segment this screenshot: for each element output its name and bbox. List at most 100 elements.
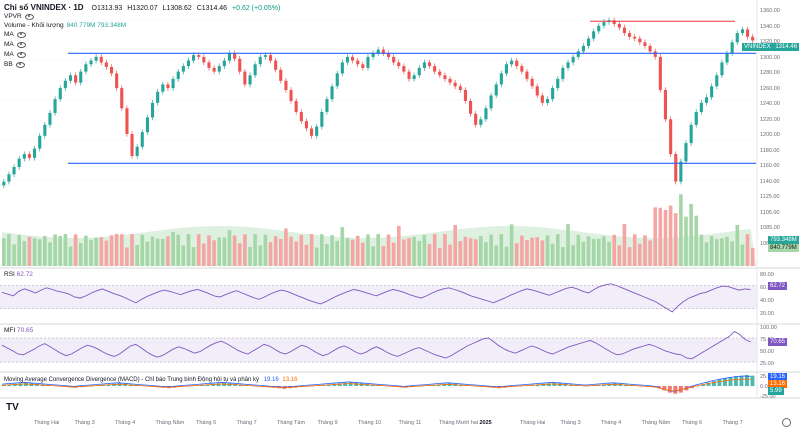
volume-bar — [571, 245, 575, 266]
price-tick-label: 1280.00 — [760, 70, 780, 76]
time-tick-label: Tháng Hai — [34, 420, 60, 426]
volume-bar — [32, 238, 37, 266]
candle-body — [443, 75, 447, 79]
volume-bar — [181, 245, 186, 266]
candle-body — [725, 53, 729, 63]
volume-bar — [22, 241, 27, 266]
tradingview-logo[interactable]: TV — [6, 402, 19, 413]
candle-body — [746, 29, 750, 37]
mfi-line — [1, 331, 751, 360]
symbol-header: Chỉ số VNINDEX · 1D O1313.93 H1320.07 L1… — [4, 3, 283, 13]
volume-bar — [335, 240, 339, 266]
macd-histogram-bar — [18, 383, 23, 387]
macd-histogram-bar — [678, 386, 683, 393]
candle-body — [89, 60, 93, 65]
volume-bar — [17, 235, 21, 266]
price-tick-label: 1320.00 — [760, 39, 780, 45]
candle-body — [417, 67, 421, 76]
vpvr-label: VPVR — [4, 13, 22, 20]
macd-histogram-bar — [337, 383, 342, 387]
volume-bar — [612, 234, 616, 266]
volume-bar — [350, 239, 355, 266]
eye-icon[interactable] — [16, 41, 26, 48]
macd-histogram-bar — [546, 383, 551, 387]
gear-icon[interactable] — [782, 418, 791, 427]
candle-body — [181, 66, 185, 72]
volume-bar — [632, 234, 637, 266]
volume-bar — [320, 234, 324, 266]
candle-body — [22, 154, 26, 159]
candle-body — [515, 60, 519, 67]
indicator-row-bb[interactable]: BB — [4, 61, 25, 68]
volume-bar — [355, 235, 360, 266]
candle-body — [366, 56, 370, 68]
volume-bar — [617, 245, 622, 266]
volume-bar — [345, 237, 350, 266]
candle-body — [740, 29, 744, 34]
candle-body — [679, 161, 683, 182]
volume-bar — [99, 237, 104, 266]
candle-body — [520, 66, 524, 72]
volume-bar — [120, 234, 124, 266]
candle-body — [658, 56, 662, 90]
rsi-line — [1, 283, 751, 313]
price-tick-label: 1125.00 — [760, 194, 780, 200]
candle-body — [176, 71, 180, 79]
volume-bar — [227, 230, 232, 266]
macd-histogram-bar — [717, 379, 722, 386]
volume-bar — [622, 224, 627, 266]
macd-histogram-bar — [712, 381, 716, 387]
candle-body — [458, 86, 462, 90]
mfi-title[interactable]: MFI 70.65 — [4, 327, 33, 334]
candle-body — [730, 42, 734, 54]
macd-tag: 13.16 — [768, 380, 788, 388]
candle-body — [58, 88, 62, 100]
volume-bar — [704, 242, 709, 266]
candle-body — [38, 135, 42, 149]
candle-body — [463, 90, 467, 101]
candle-body — [407, 71, 411, 79]
candle-body — [166, 84, 170, 89]
candle-body — [253, 64, 257, 76]
macd-title[interactable]: Moving Average Convergence Divergence (M… — [4, 377, 297, 383]
volume-bar — [284, 228, 288, 266]
chart-title[interactable]: Chỉ số VNINDEX · 1D — [4, 3, 84, 12]
eye-icon[interactable] — [24, 13, 34, 20]
candle-body — [125, 108, 129, 134]
eye-icon[interactable] — [15, 61, 25, 68]
candle-body — [258, 56, 262, 65]
vpvr-row[interactable]: VPVR — [4, 13, 34, 20]
candle-body — [140, 132, 144, 147]
volume-bar — [397, 225, 401, 266]
candle-body — [371, 53, 375, 57]
time-tick-label: Tháng 6 — [682, 420, 703, 426]
volume-row[interactable]: Volume - Khối lượng 840.779M 793.348M — [4, 22, 126, 29]
candle-body — [104, 62, 108, 67]
rsi-tag: 62.72 — [768, 282, 788, 290]
price-tick-label: 1360.00 — [760, 8, 780, 14]
macd-label: Moving Average Convergence Divergence (M… — [4, 377, 260, 383]
indicator-row-ma2[interactable]: MA — [4, 41, 26, 48]
rsi-title[interactable]: RSI 62.72 — [4, 271, 33, 278]
indicator-row-ma3[interactable]: MA — [4, 51, 26, 58]
eye-icon[interactable] — [16, 51, 26, 58]
volume-bar — [730, 241, 734, 266]
volume-bar — [114, 233, 119, 266]
macd-param-2: 13.16 — [282, 377, 298, 383]
candle-body — [335, 73, 339, 87]
candle-body — [279, 69, 283, 81]
indicator-row-ma1[interactable]: MA — [4, 31, 26, 38]
candle-body — [7, 174, 11, 182]
eye-icon[interactable] — [16, 31, 26, 38]
candle-body — [663, 90, 667, 120]
volume-bar — [663, 210, 668, 266]
volume-bar — [694, 215, 698, 266]
candle-body — [622, 27, 626, 34]
time-tick-label: Tháng 6 — [196, 420, 217, 426]
macd-line — [1, 375, 751, 392]
candle-body — [448, 78, 452, 83]
candle-body — [212, 67, 216, 72]
volume-bar — [191, 247, 196, 266]
candle-body — [269, 55, 273, 61]
